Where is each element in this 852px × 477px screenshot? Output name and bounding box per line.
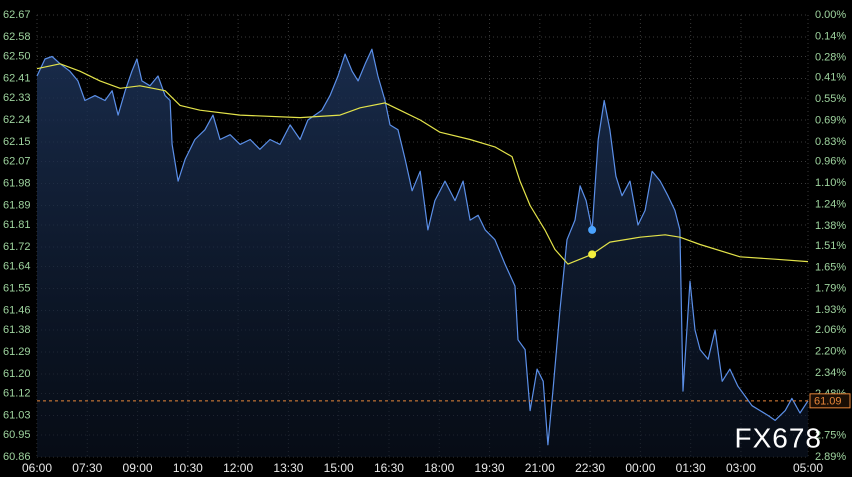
y2-tick-label: 2.89% [815, 451, 846, 463]
y-tick-label: 61.38 [3, 324, 31, 336]
y2-tick-label: 0.55% [815, 93, 846, 105]
y-tick-label: 61.98 [3, 177, 31, 189]
x-tick-label: 10:30 [173, 461, 203, 475]
last-price-box [809, 393, 851, 409]
x-tick-label: 06:00 [22, 461, 52, 475]
y2-tick-label: 2.06% [815, 324, 846, 336]
x-tick-label: 09:00 [123, 461, 153, 475]
y-tick-label: 62.58 [3, 31, 31, 43]
y-tick-label: 61.55 [3, 282, 31, 294]
y2-tick-label: 1.65% [815, 261, 846, 273]
marker-dot [588, 250, 597, 259]
x-tick-label: 07:30 [72, 461, 102, 475]
x-tick-label: 05:00 [793, 461, 823, 475]
y-tick-label: 61.12 [3, 387, 31, 399]
y2-tick-label: 1.79% [815, 283, 846, 295]
y-tick-label: 62.24 [3, 114, 31, 126]
series-line [36, 63, 809, 265]
y2-tick-label: 1.24% [815, 199, 846, 211]
x-tick-label: 16:30 [374, 461, 404, 475]
x-tick-label: 21:00 [525, 461, 555, 475]
y-tick-label: 61.46 [3, 304, 31, 316]
y-tick-label: 61.20 [3, 368, 31, 380]
last-price-label: 61.09 [814, 396, 842, 408]
y2-tick-label: 1.51% [815, 240, 846, 252]
y2-tick-label: 1.93% [815, 304, 846, 316]
data-layer [36, 48, 809, 457]
y2-tick-label: 0.00% [815, 9, 846, 21]
x-tick-label: 13:30 [273, 461, 303, 475]
y-tick-label: 61.81 [3, 219, 31, 231]
y-tick-label: 62.33 [3, 92, 31, 104]
y-tick-label: 62.15 [3, 136, 31, 148]
y-tick-label: 62.41 [3, 72, 31, 84]
x-tick-label: 15:00 [324, 461, 354, 475]
y-tick-label: 61.89 [3, 199, 31, 211]
series-line [36, 48, 809, 446]
x-tick-label: 22:30 [575, 461, 605, 475]
marker-dot [588, 225, 597, 234]
x-tick-label: 19:30 [475, 461, 505, 475]
y-tick-label: 61.03 [3, 409, 31, 421]
x-tick-label: 00:00 [625, 461, 655, 475]
y-tick-label: 62.07 [3, 155, 31, 167]
x-tick-label: 03:00 [726, 461, 756, 475]
y-tick-label: 62.50 [3, 50, 31, 62]
y2-tick-label: 2.34% [815, 367, 846, 379]
y2-tick-label: 0.96% [815, 156, 846, 168]
watermark: FX678 [735, 422, 823, 453]
y2-tick-label: 0.41% [815, 72, 846, 84]
y2-tick-label: 0.83% [815, 136, 846, 148]
x-tick-label: 01:30 [676, 461, 706, 475]
y-tick-label: 61.72 [3, 241, 31, 253]
x-tick-label: 12:00 [223, 461, 253, 475]
y-tick-label: 60.86 [3, 451, 31, 463]
price-area [37, 49, 808, 457]
x-tick-label: 18:00 [424, 461, 454, 475]
y-tick-label: 60.95 [3, 429, 31, 441]
y2-tick-label: 0.69% [815, 114, 846, 126]
y2-tick-label: 2.75% [815, 429, 846, 441]
y-tick-label: 62.67 [3, 9, 31, 21]
y2-tick-label: 1.38% [815, 220, 846, 232]
y2-tick-label: 0.14% [815, 30, 846, 42]
y2-tick-label: 1.10% [815, 177, 846, 189]
y-tick-label: 61.64 [3, 260, 31, 272]
y-tick-label: 61.29 [3, 346, 31, 358]
label-layer: 62.67 62.58 62.50 62.41 62.33 62.24 62.15 62.07… [3, 9, 851, 475]
y2-tick-label: 0.28% [815, 52, 846, 64]
y2-tick-label: 2.20% [815, 345, 846, 357]
